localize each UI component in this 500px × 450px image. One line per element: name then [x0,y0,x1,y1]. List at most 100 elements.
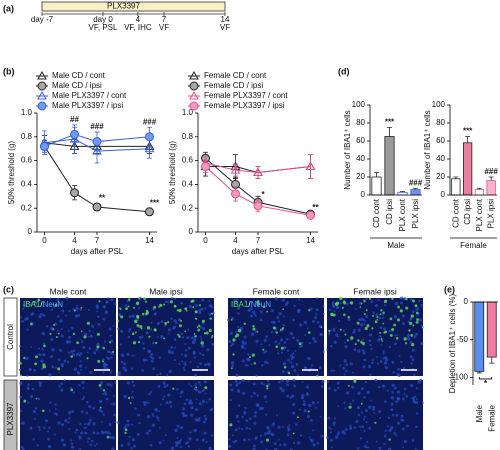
nucleus [80,340,84,343]
y-tick-label: 80 [356,118,365,127]
nucleus [91,439,94,443]
legend-marker [189,90,199,100]
nucleus [61,423,64,427]
nucleus [180,301,184,305]
nucleus [292,378,296,382]
nucleus [255,339,259,343]
nucleus [68,428,71,431]
timeline-tick-label: day -7 [31,15,54,24]
nucleus [126,300,129,303]
nucleus [163,385,167,388]
nucleus [19,395,23,399]
nucleus [68,340,72,344]
nucleus [40,359,44,363]
microglia [232,353,235,356]
nucleus [393,314,398,319]
nucleus [344,428,348,431]
nucleus [402,446,405,449]
x-tick-label: CD ipsi [385,199,394,225]
microglia [76,341,79,345]
microglia [298,342,302,346]
treatment-bar [41,1,226,12]
nucleus [373,412,376,414]
nucleus [50,338,54,341]
nucleus [344,407,347,410]
nucleus [403,393,406,396]
nucleus [59,319,63,323]
nucleus [343,401,346,404]
microglia [360,402,363,405]
microglia [256,302,260,306]
microglia [379,313,382,316]
nucleus [286,349,290,352]
nucleus [234,439,238,443]
nucleus [45,325,49,328]
nucleus [227,318,230,322]
microglia [135,301,140,306]
nucleus [410,362,413,365]
microglia [360,341,363,344]
microglia [163,303,166,306]
nucleus [289,396,292,399]
nucleus [364,409,369,413]
microglia [120,315,124,319]
nucleus [82,396,86,399]
nucleus [149,355,152,358]
significance: *** [463,127,473,136]
nucleus [148,392,151,396]
nucleus [202,326,206,331]
nucleus [103,430,107,434]
nucleus [362,351,366,355]
microglia [33,300,37,304]
nucleus [60,438,64,442]
x-tick-label: CD cont [372,198,381,228]
nucleus [365,297,368,301]
nucleus [70,445,75,449]
nucleus [25,356,29,360]
nucleus [286,301,289,304]
significance: ** [99,194,106,203]
nucleus [31,387,35,391]
nucleus [170,350,174,355]
nucleus [182,366,185,369]
nucleus [283,346,287,350]
microglia [405,342,408,345]
microglia [256,330,259,333]
nucleus [99,381,104,385]
nucleus [407,337,411,341]
x-tick-label: 0 [42,236,47,245]
nucleus [290,436,293,439]
nucleus [179,395,182,398]
nucleus [259,318,263,322]
nucleus [137,306,141,310]
nucleus [333,369,336,372]
microglia [339,328,342,331]
nucleus [114,421,117,424]
microglia [403,337,407,341]
nucleus [198,402,202,406]
nucleus [132,384,136,387]
data-point [305,161,316,171]
microglia [57,367,61,371]
nucleus [69,386,72,389]
nucleus [210,434,214,437]
nucleus [197,419,200,422]
microglia [348,405,352,409]
error-bar [489,357,495,364]
nucleus [199,352,202,355]
nucleus [110,402,113,405]
nucleus [58,304,61,307]
nucleus [235,383,239,387]
nucleus [107,357,111,361]
nucleus [276,316,280,320]
nucleus [26,328,29,331]
x-tick-label: 0 [203,236,208,245]
nucleus [62,443,67,447]
nucleus [399,296,404,300]
nucleus [244,407,247,410]
nucleus [202,354,205,356]
y-tick-label: 0.2 [21,203,33,212]
nucleus [128,435,131,439]
nucleus [293,368,297,372]
y-tick-label: 1.0 [182,108,194,117]
